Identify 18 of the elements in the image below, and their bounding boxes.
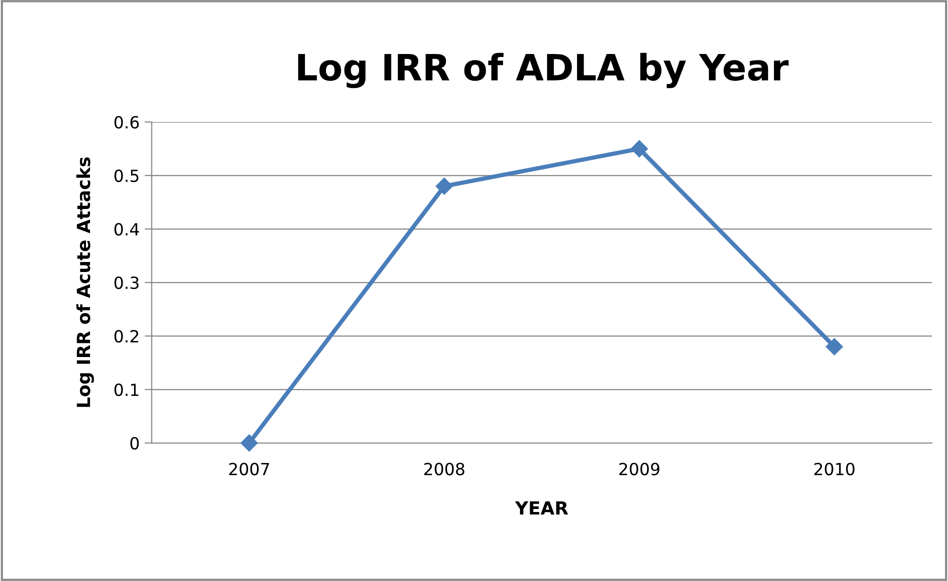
point [630,140,648,158]
x-axis-title: YEAR [514,501,568,515]
point [436,178,453,195]
y-tick-label: 0.1 [114,383,138,396]
y-tick-label: 0 [130,436,139,450]
x-tick-label: 2010 [814,462,854,476]
x-tick-label: 2007 [229,462,269,476]
y-tick-label: 0.6 [114,116,139,129]
x-tick-label: 2009 [619,462,660,476]
y-axis-title: Log IRR of Acute Attacks [76,157,94,407]
y-tick-label: 0.4 [114,222,139,236]
x-tick-label: 2008 [424,462,464,476]
chart-title: Log IRR of ADLA by Year [298,52,789,88]
point [826,338,843,356]
point [240,434,258,452]
y-tick-label: 0.3 [114,276,139,290]
y-tick-label: 0.5 [114,169,138,182]
y-tick-label: 0.2 [114,330,138,343]
